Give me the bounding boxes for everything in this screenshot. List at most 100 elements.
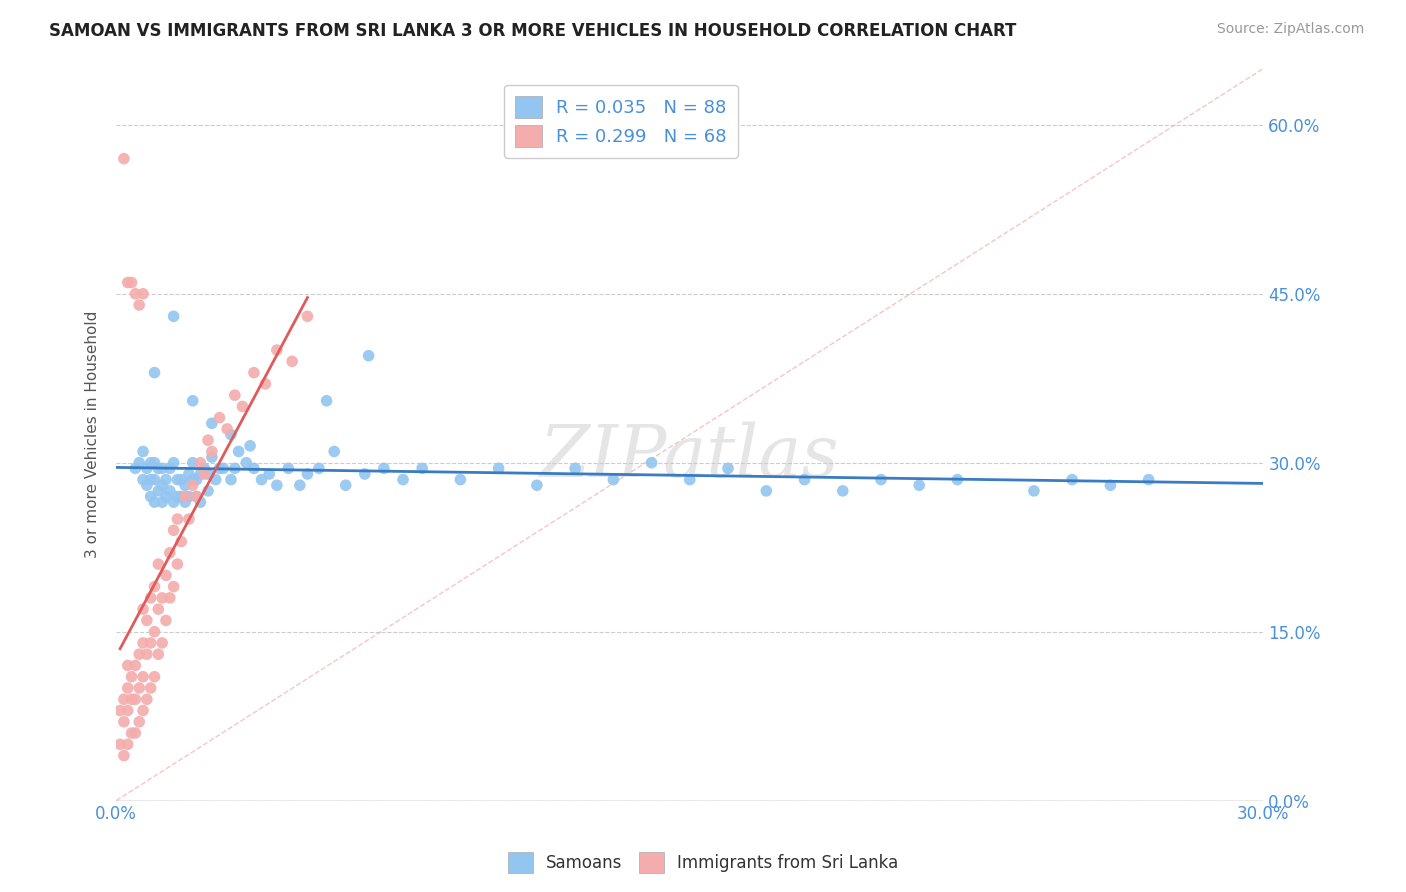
- Point: [357, 349, 380, 363]
- Point: [128, 647, 150, 661]
- Point: [132, 473, 155, 487]
- Point: [132, 286, 155, 301]
- Point: [197, 467, 219, 481]
- Point: [155, 614, 177, 628]
- Point: [124, 692, 146, 706]
- Point: [181, 473, 204, 487]
- Point: [139, 681, 162, 695]
- Point: [159, 483, 181, 498]
- Point: [297, 310, 319, 324]
- Point: [148, 461, 170, 475]
- Point: [162, 580, 184, 594]
- Point: [121, 726, 143, 740]
- Point: [266, 343, 288, 357]
- Point: [257, 467, 280, 481]
- Point: [148, 647, 170, 661]
- Point: [117, 658, 139, 673]
- Point: [201, 444, 224, 458]
- Point: [135, 692, 157, 706]
- Point: [181, 393, 204, 408]
- Point: [353, 467, 375, 481]
- Point: [201, 450, 224, 464]
- Point: [112, 714, 135, 729]
- Point: [174, 495, 197, 509]
- Point: [124, 726, 146, 740]
- Point: [193, 461, 215, 475]
- Point: [143, 624, 166, 639]
- Point: [243, 366, 266, 380]
- Point: [170, 473, 193, 487]
- Point: [108, 737, 131, 751]
- Point: [139, 473, 162, 487]
- Point: [219, 473, 242, 487]
- Point: [162, 524, 184, 538]
- Point: [208, 461, 231, 475]
- Point: [132, 670, 155, 684]
- Point: [335, 478, 357, 492]
- Point: [177, 467, 200, 481]
- Point: [204, 473, 226, 487]
- Point: [139, 490, 162, 504]
- Point: [124, 461, 146, 475]
- Point: [392, 473, 415, 487]
- Point: [254, 376, 277, 391]
- Point: [135, 647, 157, 661]
- Text: ZIPatlas: ZIPatlas: [540, 421, 839, 491]
- Point: [159, 591, 181, 605]
- Point: [193, 467, 215, 481]
- Point: [117, 276, 139, 290]
- Point: [124, 658, 146, 673]
- Point: [174, 490, 197, 504]
- Point: [411, 461, 433, 475]
- Point: [235, 456, 257, 470]
- Point: [908, 478, 931, 492]
- Point: [117, 681, 139, 695]
- Point: [239, 439, 262, 453]
- Point: [181, 456, 204, 470]
- Point: [166, 557, 188, 571]
- Point: [177, 490, 200, 504]
- Point: [1022, 483, 1045, 498]
- Y-axis label: 3 or more Vehicles in Household: 3 or more Vehicles in Household: [86, 311, 100, 558]
- Point: [219, 427, 242, 442]
- Point: [143, 495, 166, 509]
- Point: [186, 490, 208, 504]
- Point: [224, 461, 246, 475]
- Point: [197, 433, 219, 447]
- Point: [155, 473, 177, 487]
- Point: [124, 286, 146, 301]
- Point: [946, 473, 969, 487]
- Legend: R = 0.035   N = 88, R = 0.299   N = 68: R = 0.035 N = 88, R = 0.299 N = 68: [505, 85, 738, 158]
- Point: [128, 298, 150, 312]
- Point: [526, 478, 548, 492]
- Point: [166, 512, 188, 526]
- Point: [190, 456, 212, 470]
- Point: [190, 495, 212, 509]
- Point: [143, 456, 166, 470]
- Point: [717, 461, 740, 475]
- Point: [117, 737, 139, 751]
- Point: [155, 568, 177, 582]
- Point: [112, 152, 135, 166]
- Point: [224, 388, 246, 402]
- Point: [150, 461, 173, 475]
- Point: [128, 456, 150, 470]
- Point: [208, 410, 231, 425]
- Point: [217, 422, 239, 436]
- Point: [135, 461, 157, 475]
- Point: [243, 461, 266, 475]
- Point: [108, 704, 131, 718]
- Point: [755, 483, 778, 498]
- Point: [297, 467, 319, 481]
- Point: [132, 636, 155, 650]
- Point: [143, 580, 166, 594]
- Point: [488, 461, 510, 475]
- Point: [159, 461, 181, 475]
- Point: [277, 461, 299, 475]
- Point: [112, 748, 135, 763]
- Point: [159, 546, 181, 560]
- Point: [1062, 473, 1084, 487]
- Point: [121, 670, 143, 684]
- Point: [132, 444, 155, 458]
- Point: [143, 366, 166, 380]
